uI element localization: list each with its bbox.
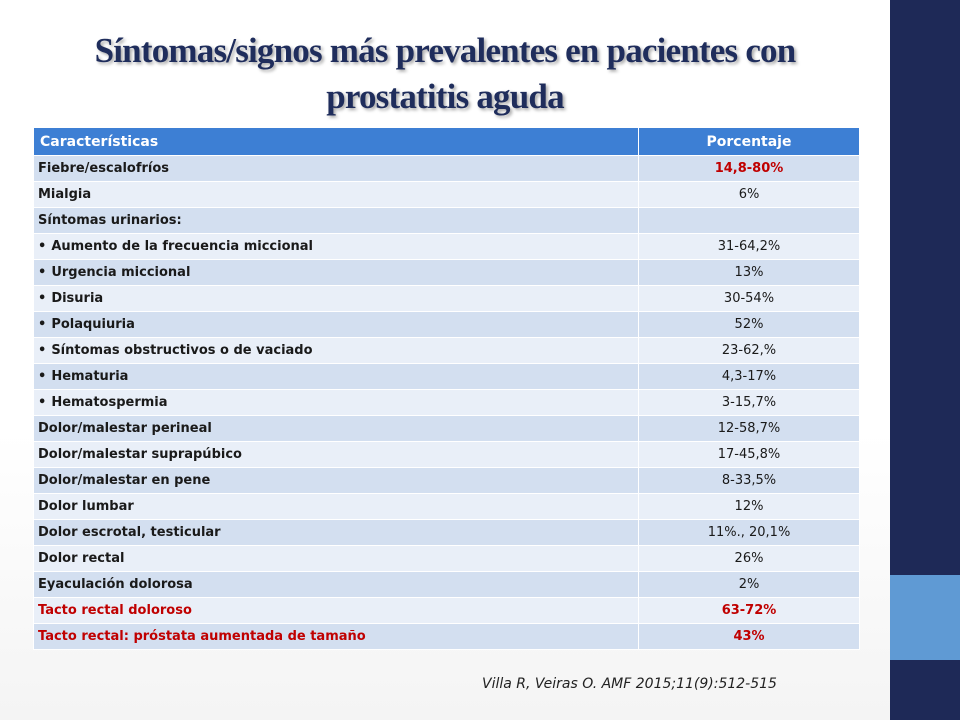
row-value: 2% (638, 571, 860, 598)
row-value: 4,3-17% (638, 363, 860, 390)
row-label-cell: Fiebre/escalofríos (33, 155, 639, 182)
header-percentage: Porcentaje (638, 127, 860, 156)
table-row: Tacto rectal: próstata aumentada de tama… (33, 623, 860, 650)
table-row: Dolor/malestar suprapúbico 17-45,8% (33, 441, 860, 468)
row-label-cell: • Urgencia miccional (33, 259, 639, 286)
row-label-cell: Tacto rectal: próstata aumentada de tama… (33, 623, 639, 650)
citation: Villa R, Veiras O. AMF 2015;11(9):512-51… (482, 676, 777, 692)
row-label-cell: Dolor lumbar (33, 493, 639, 520)
row-label: Hematospermia (51, 395, 168, 410)
row-label: Mialgia (38, 187, 92, 202)
row-label-cell: • Hematuria (33, 363, 639, 390)
row-label: Aumento de la frecuencia miccional (51, 239, 313, 254)
bullet-icon: • (38, 239, 47, 254)
row-label-cell: Eyaculación dolorosa (33, 571, 639, 598)
row-label-cell: Mialgia (33, 181, 639, 208)
row-label-cell: Dolor rectal (33, 545, 639, 572)
table-row: • Disuria 30-54% (33, 285, 860, 312)
table-row: Dolor/malestar en pene 8-33,5% (33, 467, 860, 494)
table-row: • Síntomas obstructivos o de vaciado 23-62… (33, 337, 860, 364)
row-label-cell: • Aumento de la frecuencia miccional (33, 233, 639, 260)
row-value: 30-54% (638, 285, 860, 312)
row-label: Síntomas obstructivos o de vaciado (51, 343, 313, 358)
row-value (638, 207, 860, 234)
bullet-icon: • (38, 291, 47, 306)
row-label-cell: Dolor/malestar perineal (33, 415, 639, 442)
row-label-cell: • Disuria (33, 285, 639, 312)
table-row: Dolor escrotal, testicular 11%., 20,1% (33, 519, 860, 546)
row-label: Tacto rectal: próstata aumentada de tama… (38, 629, 366, 644)
row-value: 12% (638, 493, 860, 520)
row-value: 8-33,5% (638, 467, 860, 494)
row-label-cell: Dolor/malestar en pene (33, 467, 639, 494)
row-value: 63-72% (638, 597, 860, 624)
row-value: 6% (638, 181, 860, 208)
table-row: Dolor rectal 26% (33, 545, 860, 572)
table-row: • Urgencia miccional 13% (33, 259, 860, 286)
row-label: Dolor lumbar (38, 499, 134, 514)
row-label: Polaquiuria (51, 317, 135, 332)
row-label: Dolor escrotal, testicular (38, 525, 221, 540)
row-label: Dolor/malestar perineal (38, 421, 212, 436)
table-body: Fiebre/escalofríos 14,8-80% Mialgia 6% Sínto… (33, 155, 860, 650)
row-label-cell: Dolor escrotal, testicular (33, 519, 639, 546)
row-label: Dolor rectal (38, 551, 125, 566)
bullet-icon: • (38, 317, 47, 332)
row-value: 26% (638, 545, 860, 572)
bullet-icon: • (38, 395, 47, 410)
row-label-cell: Dolor/malestar suprapúbico (33, 441, 639, 468)
row-label: Síntomas urinarios: (38, 213, 182, 228)
table-row: Mialgia 6% (33, 181, 860, 208)
row-value: 31-64,2% (638, 233, 860, 260)
row-label: Eyaculación dolorosa (38, 577, 193, 592)
row-label-cell: Tacto rectal doloroso (33, 597, 639, 624)
row-value: 11%., 20,1% (638, 519, 860, 546)
bullet-icon: • (38, 265, 47, 280)
row-value: 12-58,7% (638, 415, 860, 442)
row-value: 23-62,% (638, 337, 860, 364)
header-characteristics: Características (33, 127, 639, 156)
row-value: 3-15,7% (638, 389, 860, 416)
row-label: Disuria (51, 291, 104, 306)
row-label: Dolor/malestar en pene (38, 473, 211, 488)
row-label: Urgencia miccional (51, 265, 191, 280)
slide-title: Síntomas/signos más prevalentes en pacie… (94, 31, 797, 116)
row-label: Dolor/malestar suprapúbico (38, 447, 242, 462)
table-row: • Hematospermia 3-15,7% (33, 389, 860, 416)
table-row: Dolor/malestar perineal 12-58,7% (33, 415, 860, 442)
table-header-row: Características Porcentaje (33, 127, 860, 156)
table-row: • Hematuria 4,3-17% (33, 363, 860, 390)
row-value: 52% (638, 311, 860, 338)
table-row: Síntomas urinarios: (33, 207, 860, 234)
table-row: • Aumento de la frecuencia miccional 31-64… (33, 233, 860, 260)
table-row: Dolor lumbar 12% (33, 493, 860, 520)
bullet-icon: • (38, 369, 47, 384)
symptoms-table: Características Porcentaje Fiebre/escalo… (33, 127, 860, 650)
table-row: Fiebre/escalofríos 14,8-80% (33, 155, 860, 182)
row-label-cell: • Polaquiuria (33, 311, 639, 338)
row-value: 43% (638, 623, 860, 650)
bullet-icon: • (38, 343, 47, 358)
row-label-cell: • Hematospermia (33, 389, 639, 416)
row-value: 17-45,8% (638, 441, 860, 468)
row-label: Tacto rectal doloroso (38, 603, 192, 618)
row-label-cell: Síntomas urinarios: (33, 207, 639, 234)
table-row: Tacto rectal doloroso 63-72% (33, 597, 860, 624)
row-value: 13% (638, 259, 860, 286)
side-decoration-accent (890, 575, 960, 660)
table-row: • Polaquiuria 52% (33, 311, 860, 338)
row-label-cell: • Síntomas obstructivos o de vaciado (33, 337, 639, 364)
row-label: Fiebre/escalofríos (38, 161, 170, 176)
row-label: Hematuria (51, 369, 129, 384)
table-row: Eyaculación dolorosa 2% (33, 571, 860, 598)
row-value: 14,8-80% (638, 155, 860, 182)
